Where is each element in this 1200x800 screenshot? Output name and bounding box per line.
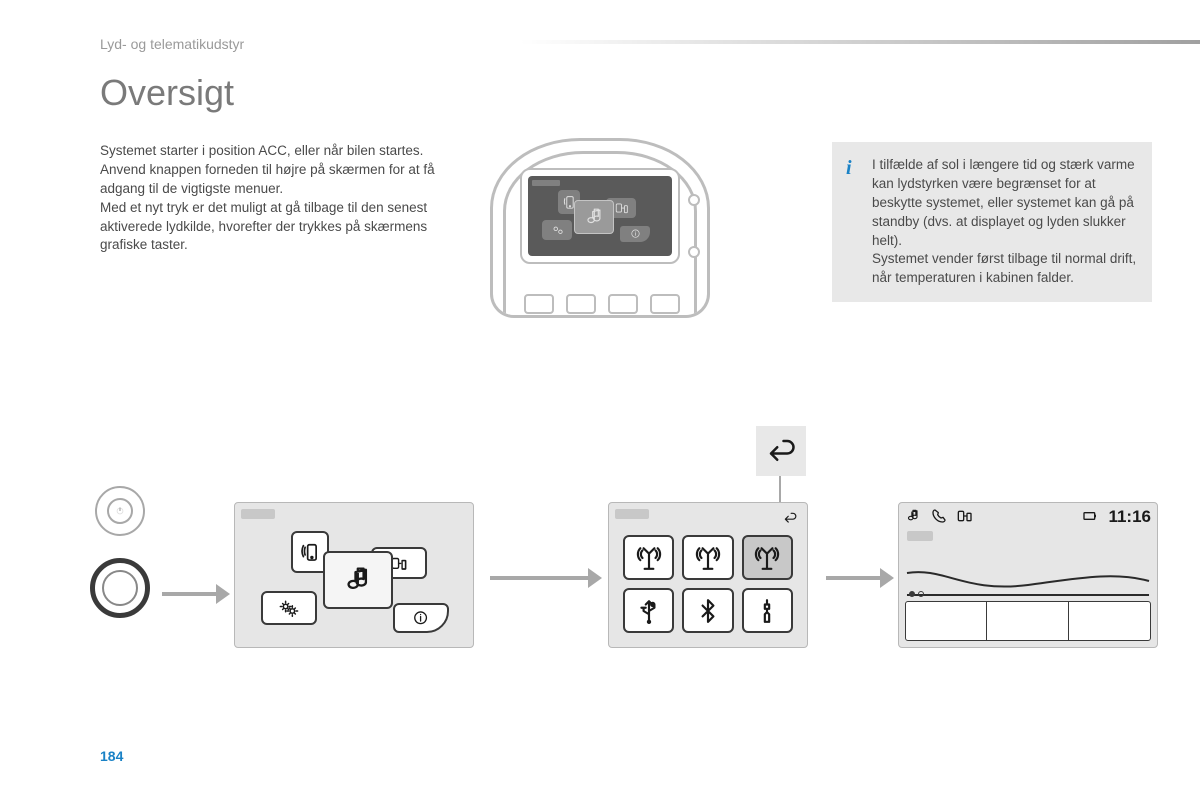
settings-icon xyxy=(542,220,572,240)
page-dots xyxy=(909,591,924,597)
clock-time: 11:16 xyxy=(1108,507,1151,527)
battery-icon xyxy=(1082,508,1098,527)
aux-tile[interactable] xyxy=(742,588,793,633)
bluetooth-tile[interactable] xyxy=(682,588,733,633)
header-gradient-line xyxy=(520,40,1200,44)
info-icon: i xyxy=(846,154,852,182)
power-knob[interactable] xyxy=(95,486,145,536)
main-menu-panel xyxy=(234,502,474,648)
radio-dab-tile[interactable] xyxy=(742,535,793,580)
flow-arrow-icon xyxy=(490,576,590,580)
music-icon xyxy=(574,200,614,234)
body-paragraph: Systemet starter i position ACC, eller n… xyxy=(100,142,440,255)
device-illustration xyxy=(490,138,710,318)
music-menu-tile[interactable] xyxy=(323,551,393,609)
info-callout: i I tilfælde af sol i længere tid og stæ… xyxy=(832,142,1152,302)
settings-menu-tile[interactable] xyxy=(261,591,317,625)
preset-buttons[interactable] xyxy=(905,601,1151,641)
radio-fm-tile[interactable] xyxy=(623,535,674,580)
radio-playback-panel: 11:16 xyxy=(898,502,1158,648)
info-text: I tilfælde af sol i længere tid og stærk… xyxy=(872,157,1136,285)
usb-tile[interactable] xyxy=(623,588,674,633)
sources-panel xyxy=(608,502,808,648)
flow-arrow-icon xyxy=(826,576,882,580)
trip-status-icon xyxy=(957,508,973,527)
section-label: Lyd- og telematikudstyr xyxy=(100,36,244,52)
control-knobs xyxy=(90,486,150,618)
call-status-icon xyxy=(931,508,947,527)
page-title: Oversigt xyxy=(100,72,234,114)
info-menu-tile[interactable] xyxy=(393,603,449,633)
radio-am-tile[interactable] xyxy=(682,535,733,580)
info-icon xyxy=(620,226,650,242)
volume-knob[interactable] xyxy=(90,558,150,618)
page-number: 184 xyxy=(100,748,123,764)
music-status-icon xyxy=(905,508,921,527)
back-icon[interactable] xyxy=(781,511,799,530)
flow-arrow-icon xyxy=(162,592,218,596)
tuner-scale xyxy=(905,565,1151,597)
device-screen xyxy=(528,176,672,256)
back-button-callout xyxy=(756,426,806,476)
